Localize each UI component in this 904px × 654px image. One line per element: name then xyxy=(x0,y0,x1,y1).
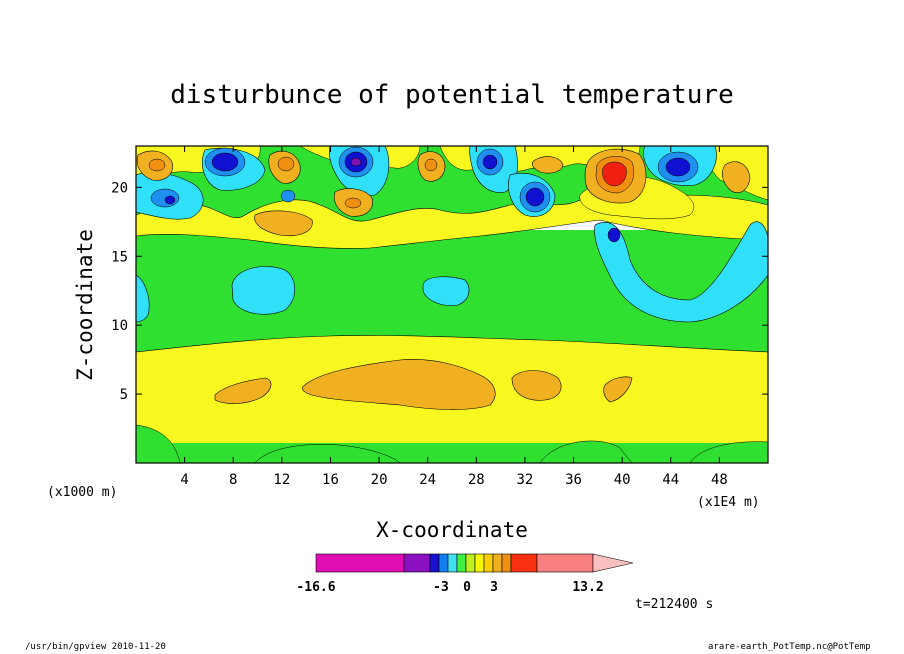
colorbar-segment xyxy=(474,553,485,573)
x-tick-label: 24 xyxy=(419,472,436,488)
contour-line-low xyxy=(136,335,768,353)
blue-core-18 xyxy=(338,146,374,178)
colorbar-segment xyxy=(456,553,467,573)
orange-patch-low-left xyxy=(214,377,272,404)
cyan-patch-left-edge xyxy=(136,274,150,323)
colorbar-segment xyxy=(438,553,449,573)
colorbar-segment xyxy=(315,553,405,573)
y-tick-label: 5 xyxy=(120,387,128,403)
x-tick-label: 36 xyxy=(565,472,582,488)
x-axis: 4 8 12 16 20 24 28 32 36 40 44 48 xyxy=(180,146,728,488)
x-tick-label: 4 xyxy=(180,472,188,488)
colorbar-segment xyxy=(483,553,494,573)
y-tick-label: 15 xyxy=(111,249,128,265)
x-unit-left: (x1000 m) xyxy=(47,485,117,500)
colorbar-segment xyxy=(536,553,594,573)
colorbar-segment xyxy=(447,553,458,573)
plot-area xyxy=(136,146,768,463)
x-tick-label: 44 xyxy=(662,472,679,488)
orange-patch-13-17 xyxy=(254,210,313,237)
blue-core-39 xyxy=(607,227,621,243)
cyan-patch-right-arc xyxy=(594,221,768,323)
cyan-patch-mid-center xyxy=(422,276,470,306)
colorbar xyxy=(315,553,634,573)
x-tick-label: 28 xyxy=(468,472,485,488)
orange-patch-low-far-right xyxy=(603,376,633,403)
chart-title: disturbunce of potential temperature xyxy=(170,80,734,110)
x-tick-label: 32 xyxy=(516,472,533,488)
x-unit-right: (x1E4 m) xyxy=(697,495,760,510)
colorbar-labels: -16.6 -3 0 3 13.2 xyxy=(296,580,603,595)
blue-core-28 xyxy=(476,148,504,176)
colorbar-extension-arrow xyxy=(592,553,634,573)
blue-core-32 xyxy=(519,181,551,213)
orange-dot-23 xyxy=(424,158,438,172)
colorbar-label-max: 13.2 xyxy=(572,580,603,595)
layer-green-bottom xyxy=(136,443,768,463)
x-tick-label: 16 xyxy=(322,472,339,488)
colorbar-segment xyxy=(501,553,512,573)
colorbar-segment xyxy=(465,553,476,573)
y-axis: 5 10 15 20 xyxy=(111,180,768,403)
cyan-patch-mid-left xyxy=(231,266,296,315)
footer-right: arare-earth_PotTemp.nc@PotTemp xyxy=(708,642,871,652)
orange-patch-low-center xyxy=(302,359,496,410)
y-tick-label: 10 xyxy=(111,318,128,334)
orange-dot-4 xyxy=(148,158,166,172)
colorbar-label-pos3: 3 xyxy=(490,580,498,595)
blue-core-left xyxy=(150,188,180,208)
colorbar-segment xyxy=(492,553,503,573)
colorbar-label-min: -16.6 xyxy=(296,580,335,595)
plot-frame xyxy=(135,145,769,464)
colorbar-segment xyxy=(510,553,538,573)
x-axis-label: X-coordinate xyxy=(376,518,528,542)
blue-core-8 xyxy=(204,147,246,177)
blue-core-44 xyxy=(657,151,699,183)
x-tick-label: 40 xyxy=(614,472,631,488)
y-tick-label: 20 xyxy=(111,180,128,196)
x-tick-label: 20 xyxy=(371,472,388,488)
blue-core-12 xyxy=(280,189,296,203)
green-bottom-blobs xyxy=(136,424,768,463)
time-label: t=212400 s xyxy=(635,597,713,612)
orange-dot-20 xyxy=(344,197,362,209)
warm-core-inner xyxy=(602,161,627,187)
orange-patch-upper-36 xyxy=(531,156,564,174)
x-tick-label: 12 xyxy=(273,472,290,488)
y-axis-label: Z-coordinate xyxy=(73,229,97,381)
x-tick-label: 8 xyxy=(229,472,237,488)
x-tick-label: 48 xyxy=(711,472,728,488)
colorbar-segment xyxy=(403,553,431,573)
footer-left: /usr/bin/gpview 2010-11-20 xyxy=(25,642,166,652)
orange-dot-12 xyxy=(277,156,295,172)
orange-patch-upper-right xyxy=(721,161,751,193)
colorbar-label-zero: 0 xyxy=(463,580,471,595)
layer-green-lower-boundary xyxy=(136,335,768,360)
colorbar-segment xyxy=(429,553,440,573)
colorbar-label-neg3: -3 xyxy=(433,580,449,595)
orange-patch-low-right xyxy=(511,370,562,401)
